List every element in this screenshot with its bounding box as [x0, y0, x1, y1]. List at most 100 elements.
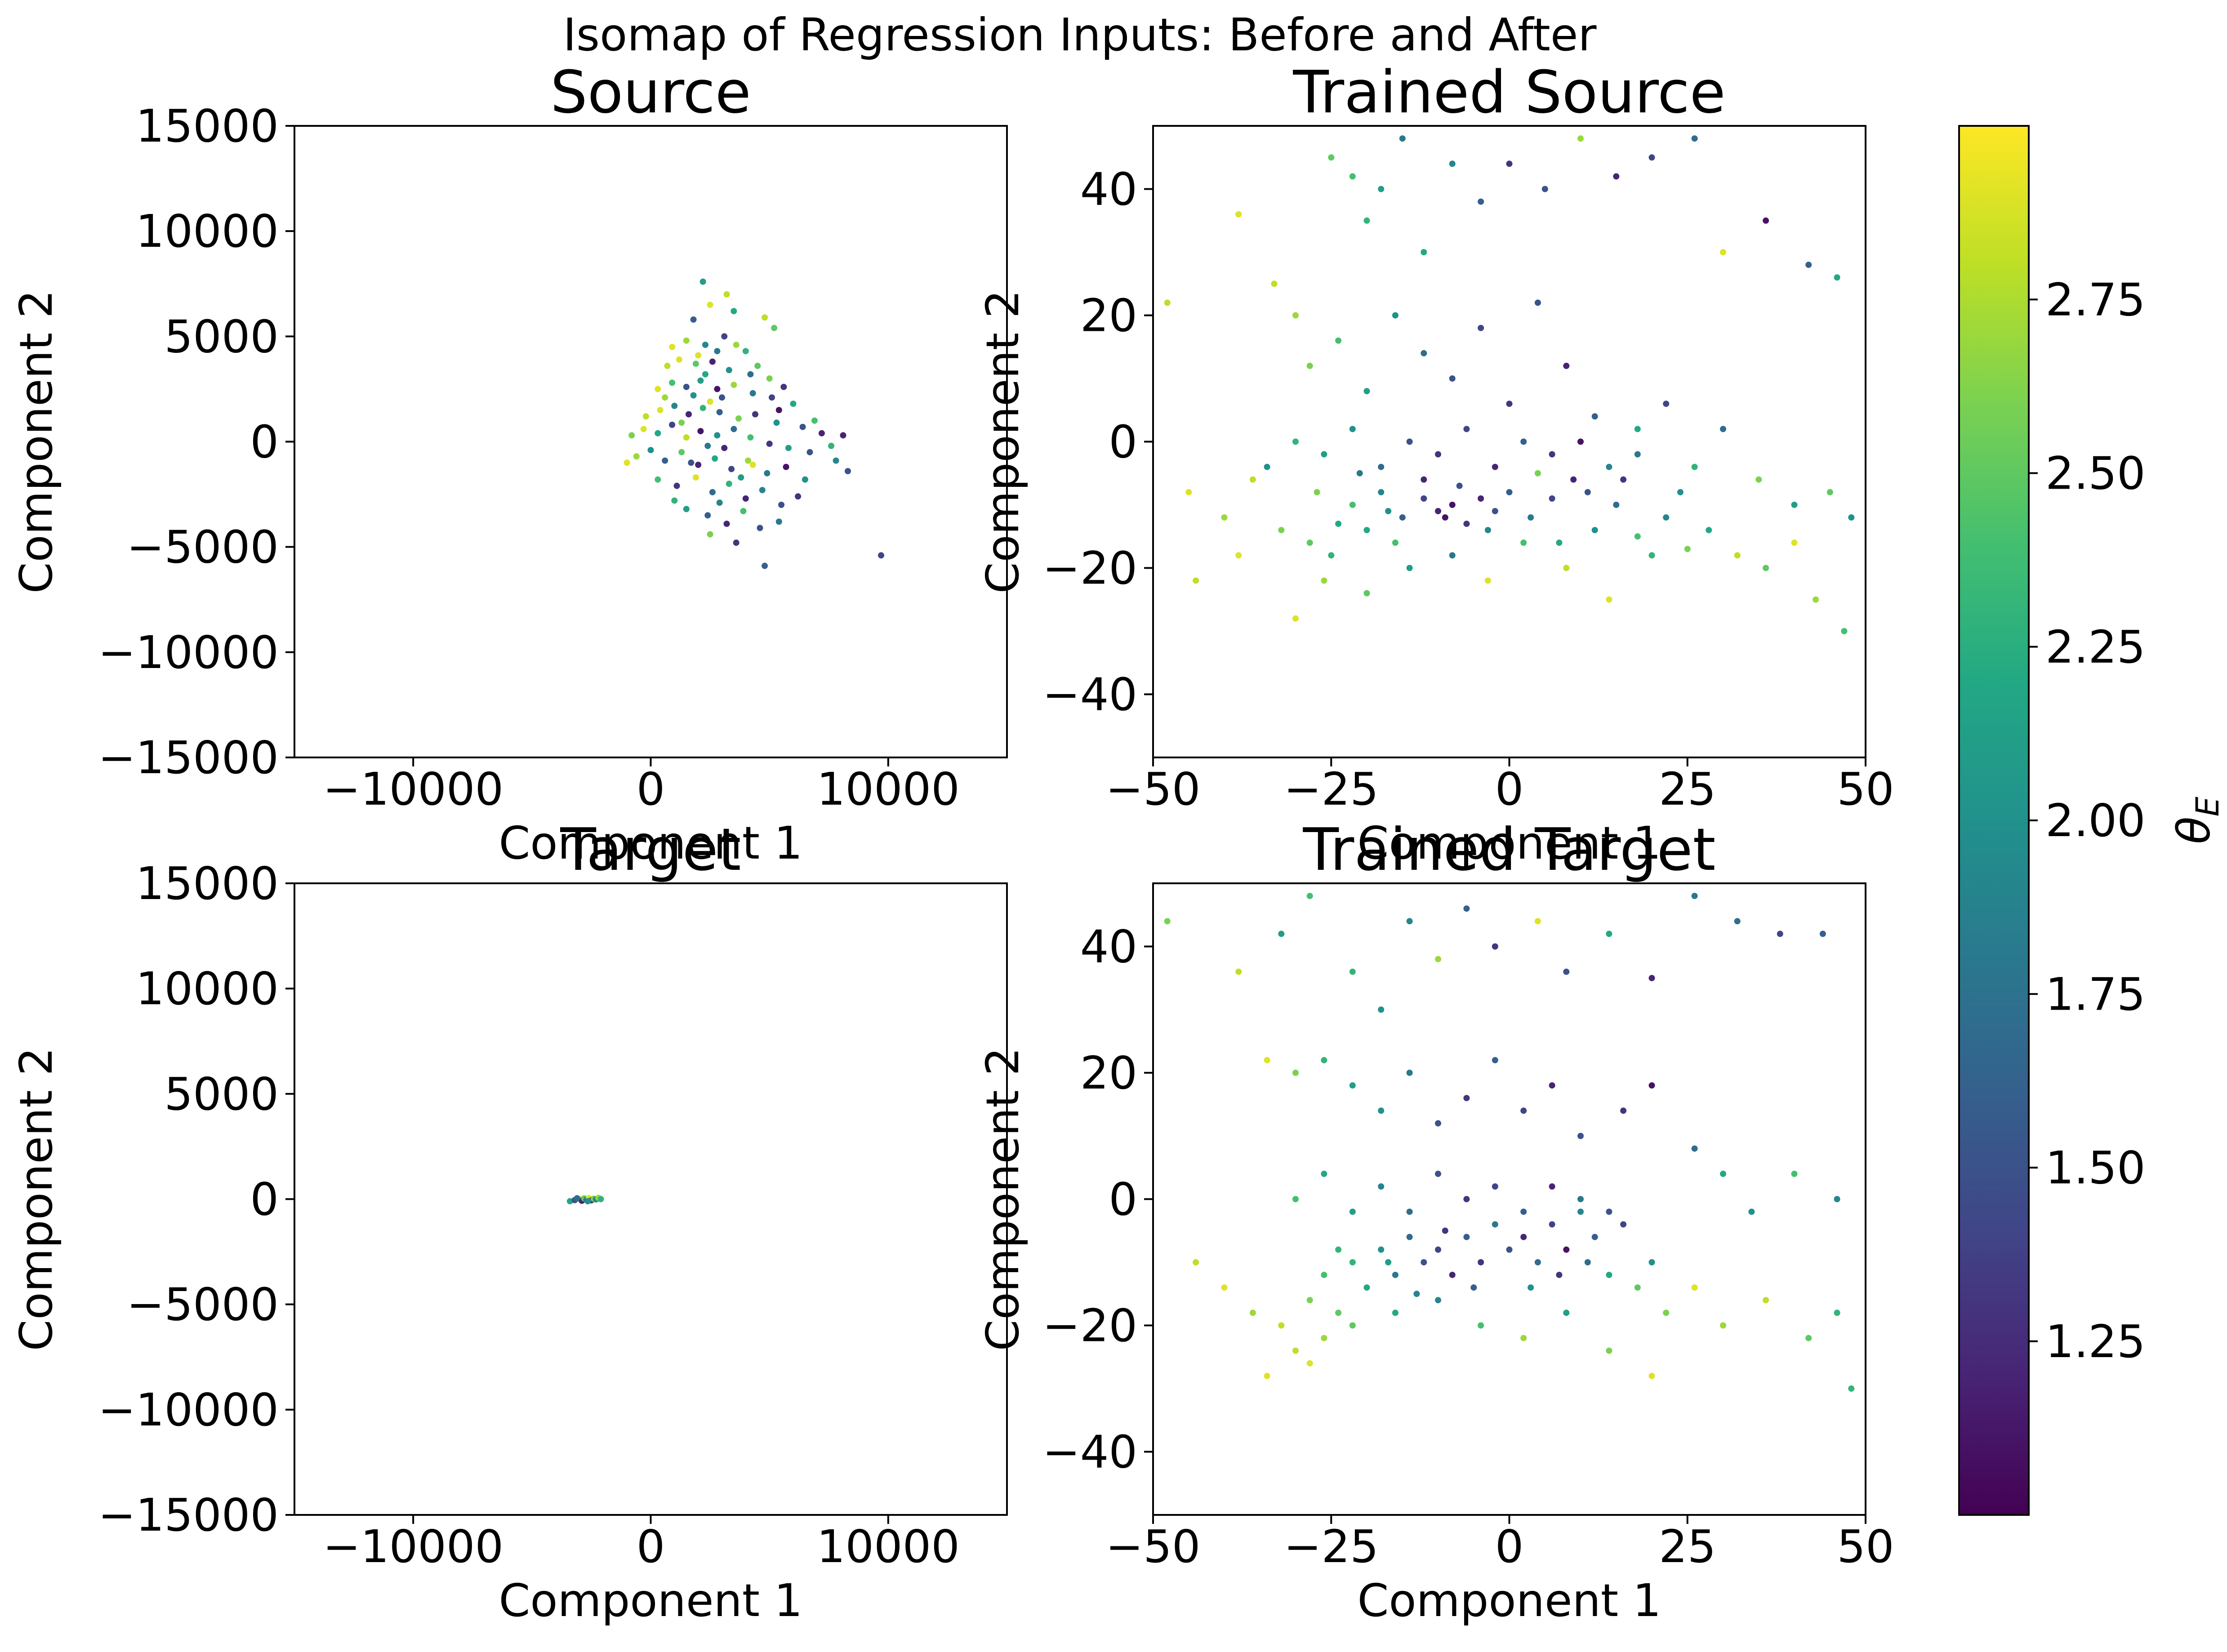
- colorbar-ticks: 1.25 1.50 1.75 2.00 2.25 2.50 2.75: [2029, 273, 2146, 1368]
- data-point: [1435, 1246, 1441, 1253]
- data-point: [1278, 931, 1285, 937]
- data-point: [1264, 1057, 1270, 1064]
- data-point: [1378, 1107, 1385, 1114]
- data-point: [1549, 451, 1555, 458]
- data-point: [676, 356, 682, 363]
- data-point: [1306, 893, 1313, 899]
- data-point: [690, 316, 697, 323]
- data-point: [1549, 1082, 1555, 1089]
- data-point: [1292, 615, 1299, 622]
- data-point: [692, 474, 699, 481]
- data-point: [1663, 1309, 1670, 1316]
- data-point: [721, 333, 728, 340]
- data-point: [1314, 489, 1320, 495]
- data-point: [747, 434, 754, 441]
- data-point: [806, 449, 813, 455]
- data-point: [1435, 1171, 1441, 1177]
- data-point: [1478, 325, 1484, 331]
- y-tick-label: 15000: [136, 857, 279, 910]
- data-point: [1520, 539, 1527, 546]
- data-point: [1620, 1221, 1627, 1228]
- data-point: [1634, 426, 1641, 432]
- data-point: [1556, 539, 1563, 546]
- scatter-points: [566, 1194, 604, 1205]
- data-point: [773, 419, 780, 426]
- data-point: [1563, 968, 1570, 975]
- data-point: [1549, 1221, 1555, 1228]
- x-tick-label: −25: [1284, 763, 1379, 815]
- colorbar-tick-label: 1.75: [2045, 968, 2146, 1020]
- data-point: [678, 419, 685, 426]
- y-tick-label: −5000: [127, 1278, 279, 1331]
- data-point: [1506, 160, 1513, 167]
- data-point: [719, 394, 725, 401]
- data-point: [1834, 1196, 1840, 1202]
- data-point: [1577, 135, 1584, 142]
- data-point: [790, 401, 797, 407]
- data-point: [671, 497, 678, 504]
- data-point: [1292, 312, 1299, 319]
- data-point: [1478, 198, 1484, 205]
- data-point: [1264, 1372, 1270, 1379]
- data-point: [1349, 1322, 1356, 1329]
- data-point: [1385, 1259, 1392, 1265]
- data-point: [1306, 1360, 1313, 1367]
- data-point: [1349, 1259, 1356, 1265]
- x-tick-label: −10000: [323, 1520, 503, 1573]
- data-point: [840, 432, 846, 439]
- data-point: [1442, 1227, 1448, 1234]
- data-point: [1463, 521, 1470, 527]
- y-tick-label: 5000: [165, 310, 279, 363]
- data-point: [1648, 154, 1655, 161]
- data-point: [783, 463, 789, 470]
- data-point: [878, 552, 884, 559]
- data-point: [1335, 1309, 1342, 1316]
- data-point: [1734, 918, 1741, 925]
- data-point: [1249, 476, 1256, 483]
- data-point: [1763, 565, 1769, 571]
- data-point: [1385, 508, 1392, 514]
- x-axis-label: Component 1: [1358, 817, 1661, 869]
- data-point: [673, 482, 680, 489]
- data-point: [762, 314, 768, 321]
- data-point: [1492, 1183, 1498, 1190]
- data-point: [1378, 1183, 1385, 1190]
- x-tick-label: 50: [1837, 1520, 1894, 1573]
- data-point: [1720, 426, 1726, 432]
- data-point: [1421, 495, 1427, 502]
- y-tick-label: −10000: [98, 1384, 279, 1436]
- data-point: [1528, 514, 1534, 521]
- data-point: [775, 518, 782, 525]
- data-point: [1620, 1107, 1627, 1114]
- colorbar-label: θE: [2168, 797, 2226, 844]
- data-point: [785, 445, 792, 451]
- data-point: [1321, 1272, 1327, 1278]
- panel-title: Trained Source: [1292, 58, 1725, 126]
- data-point: [662, 394, 668, 401]
- data-point: [1478, 1259, 1484, 1265]
- data-point: [671, 402, 678, 409]
- data-point: [1335, 337, 1342, 344]
- data-point: [704, 512, 711, 519]
- data-point: [749, 462, 756, 468]
- data-point: [1720, 249, 1726, 255]
- data-point: [1406, 565, 1413, 571]
- y-tick-label: −40: [1042, 1426, 1137, 1478]
- data-point: [1235, 211, 1242, 218]
- colorbar-label-symbol: θ: [2168, 817, 2220, 844]
- data-point: [1399, 135, 1406, 142]
- data-point: [1406, 1069, 1413, 1076]
- data-point: [1435, 1297, 1441, 1304]
- data-point: [1349, 502, 1356, 508]
- panels: −10000 0 10000150001000050000−5000−10000−1…: [10, 58, 1894, 1627]
- data-point: [1306, 539, 1313, 546]
- data-point: [1406, 1233, 1413, 1240]
- data-point: [1591, 527, 1598, 534]
- data-point: [1763, 217, 1769, 224]
- data-point: [1478, 1322, 1484, 1329]
- data-point: [695, 352, 702, 359]
- data-point: [1541, 186, 1548, 192]
- scatter-points: [624, 278, 884, 569]
- data-point: [1363, 1284, 1370, 1291]
- data-point: [1534, 1259, 1541, 1265]
